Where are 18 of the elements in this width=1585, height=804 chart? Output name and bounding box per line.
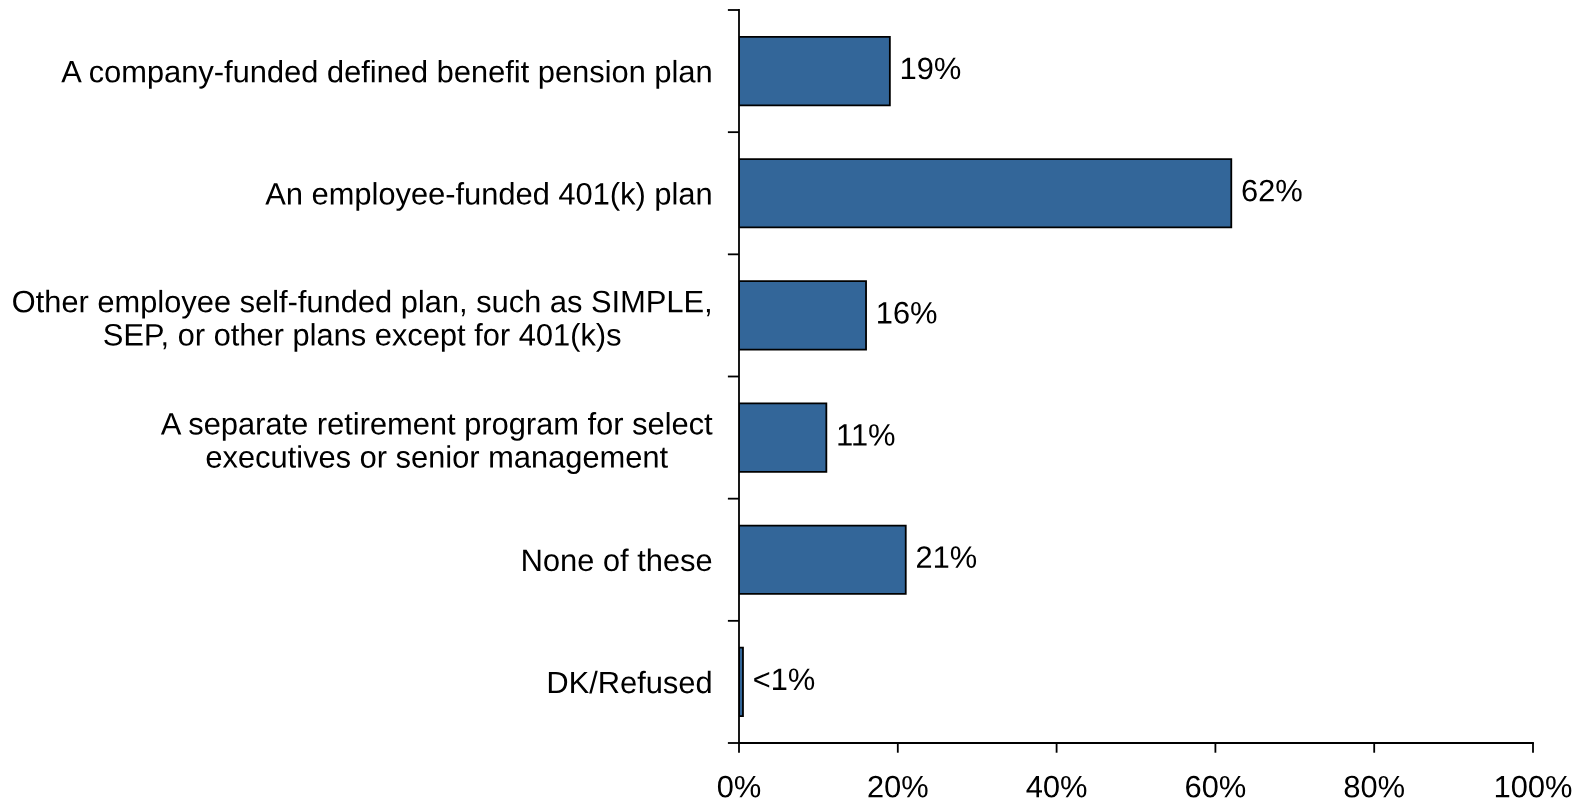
x-tick-label: 20% [868,775,928,798]
y-tick-label: A separate retirement program for select executives or senior management [160,412,713,474]
data-label: 16% [878,301,937,324]
y-tick-label: None of these [523,548,712,572]
y-tick-label: An employee-funded 401(k) plan [265,182,711,211]
x-tick-label: 0% [717,775,761,798]
data-label: 19% [901,57,961,80]
y-tick-label: A company-funded defined benefit pension plan [61,59,711,89]
x-tick-label: 40% [1026,775,1087,798]
x-tick-label: 60% [1186,775,1246,798]
data-label: 21% [917,546,977,568]
y-tick-label: DK/Refused [548,670,711,694]
data-label: 62% [1242,179,1302,202]
x-tick-label: 100% [1495,775,1572,798]
x-tick-label: 80% [1344,775,1404,798]
y-tick-label: Other employee self-funded plan, such as SIMPLE, SEP, or other plans except for 401(k)s [13,289,710,352]
data-label: 11% [838,424,895,446]
data-label: <1% [754,668,815,691]
